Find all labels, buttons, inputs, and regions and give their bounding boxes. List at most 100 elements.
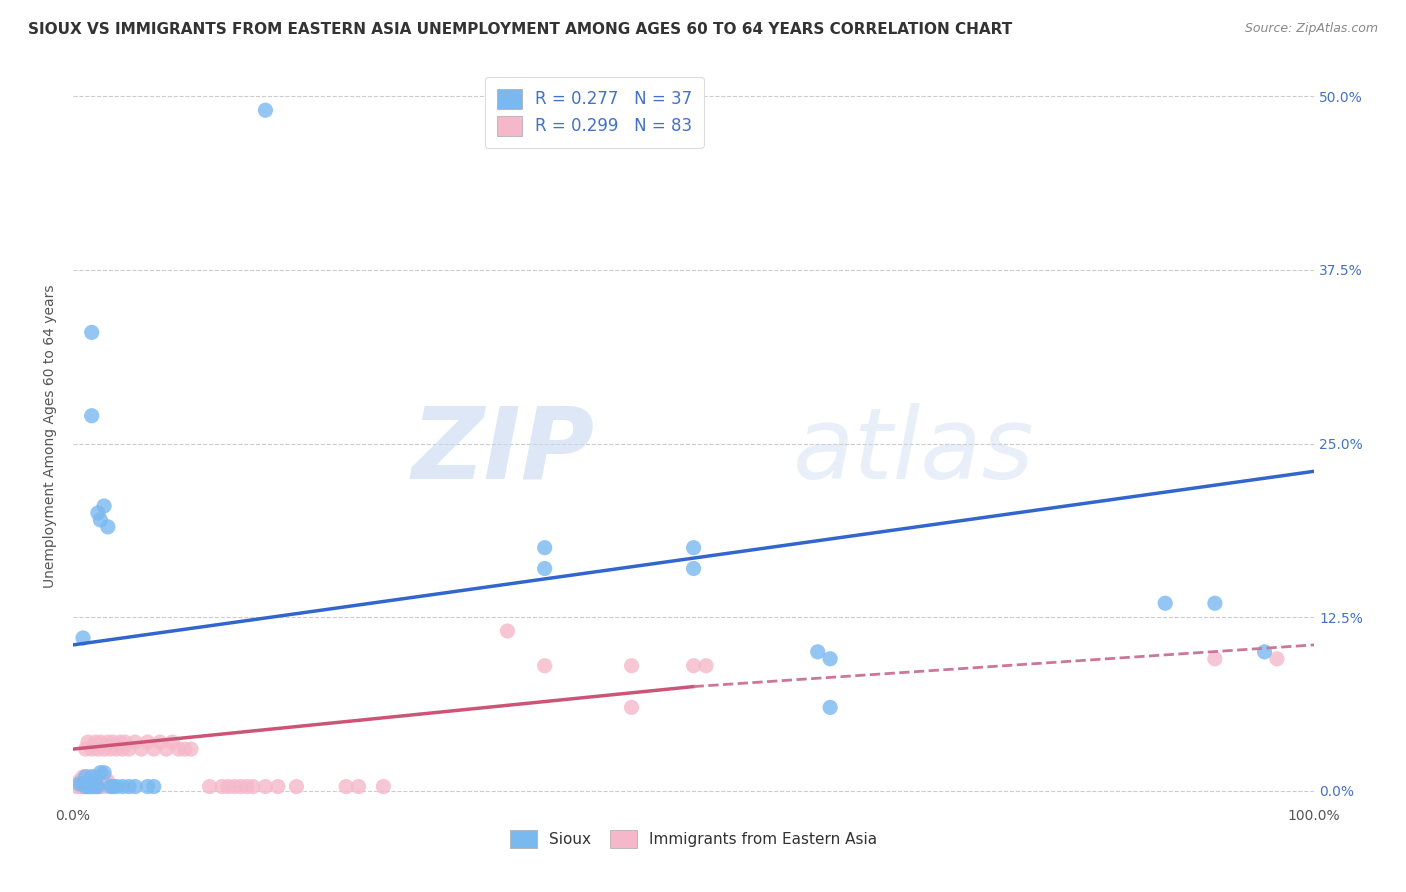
- Point: [87, 774, 110, 789]
- Point: [80, 770, 103, 784]
- Point: [84, 780, 107, 794]
- Point: [211, 780, 233, 794]
- Point: [76, 774, 98, 789]
- Point: [373, 780, 395, 794]
- Point: [67, 774, 90, 789]
- Point: [72, 770, 94, 784]
- Point: [105, 780, 128, 794]
- Point: [93, 770, 115, 784]
- Point: [97, 520, 120, 534]
- Point: [80, 742, 103, 756]
- Point: [1265, 652, 1288, 666]
- Point: [93, 774, 115, 789]
- Point: [620, 658, 643, 673]
- Point: [75, 770, 97, 784]
- Point: [77, 780, 100, 794]
- Point: [80, 780, 103, 794]
- Point: [75, 780, 97, 794]
- Point: [97, 735, 120, 749]
- Point: [84, 780, 107, 794]
- Point: [142, 780, 165, 794]
- Point: [80, 409, 103, 423]
- Point: [87, 780, 110, 794]
- Point: [77, 770, 100, 784]
- Point: [97, 774, 120, 789]
- Point: [142, 742, 165, 756]
- Point: [173, 742, 195, 756]
- Point: [110, 735, 132, 749]
- Point: [347, 780, 370, 794]
- Point: [1253, 645, 1275, 659]
- Point: [84, 735, 107, 749]
- Point: [254, 103, 277, 118]
- Point: [1154, 596, 1177, 610]
- Point: [98, 780, 121, 794]
- Point: [89, 735, 111, 749]
- Point: [198, 780, 221, 794]
- Point: [111, 742, 134, 756]
- Point: [118, 742, 141, 756]
- Point: [111, 780, 134, 794]
- Point: [254, 780, 277, 794]
- Point: [136, 780, 159, 794]
- Point: [167, 742, 190, 756]
- Point: [267, 780, 290, 794]
- Point: [80, 774, 103, 789]
- Point: [89, 513, 111, 527]
- Point: [93, 742, 115, 756]
- Point: [70, 780, 93, 794]
- Point: [83, 774, 105, 789]
- Point: [118, 780, 141, 794]
- Point: [818, 652, 841, 666]
- Point: [155, 742, 177, 756]
- Point: [124, 735, 146, 749]
- Point: [1204, 652, 1226, 666]
- Y-axis label: Unemployment Among Ages 60 to 64 years: Unemployment Among Ages 60 to 64 years: [44, 285, 58, 589]
- Point: [70, 774, 93, 789]
- Point: [149, 735, 172, 749]
- Point: [72, 780, 94, 794]
- Point: [1204, 596, 1226, 610]
- Point: [496, 624, 519, 638]
- Point: [217, 780, 239, 794]
- Point: [242, 780, 264, 794]
- Point: [87, 742, 110, 756]
- Point: [335, 780, 357, 794]
- Point: [84, 772, 107, 787]
- Point: [77, 774, 100, 789]
- Point: [67, 780, 90, 794]
- Point: [80, 326, 103, 340]
- Point: [84, 770, 107, 784]
- Point: [89, 765, 111, 780]
- Point: [285, 780, 308, 794]
- Point: [105, 742, 128, 756]
- Point: [682, 541, 704, 555]
- Text: SIOUX VS IMMIGRANTS FROM EASTERN ASIA UNEMPLOYMENT AMONG AGES 60 TO 64 YEARS COR: SIOUX VS IMMIGRANTS FROM EASTERN ASIA UN…: [28, 22, 1012, 37]
- Text: Source: ZipAtlas.com: Source: ZipAtlas.com: [1244, 22, 1378, 36]
- Point: [72, 777, 94, 791]
- Point: [229, 780, 252, 794]
- Point: [66, 780, 89, 794]
- Point: [101, 780, 124, 794]
- Point: [89, 780, 111, 794]
- Point: [75, 780, 97, 794]
- Point: [533, 658, 555, 673]
- Legend: R = 0.277   N = 37, R = 0.299   N = 83: R = 0.277 N = 37, R = 0.299 N = 83: [485, 77, 704, 147]
- Point: [93, 765, 115, 780]
- Point: [180, 742, 202, 756]
- Point: [682, 658, 704, 673]
- Point: [82, 780, 104, 794]
- Point: [807, 645, 830, 659]
- Point: [79, 780, 101, 794]
- Point: [87, 780, 110, 794]
- Point: [101, 735, 124, 749]
- Point: [67, 777, 90, 791]
- Point: [89, 774, 111, 789]
- Point: [162, 735, 184, 749]
- Point: [236, 780, 259, 794]
- Point: [93, 780, 115, 794]
- Point: [620, 700, 643, 714]
- Point: [75, 770, 97, 784]
- Point: [224, 780, 246, 794]
- Point: [114, 735, 136, 749]
